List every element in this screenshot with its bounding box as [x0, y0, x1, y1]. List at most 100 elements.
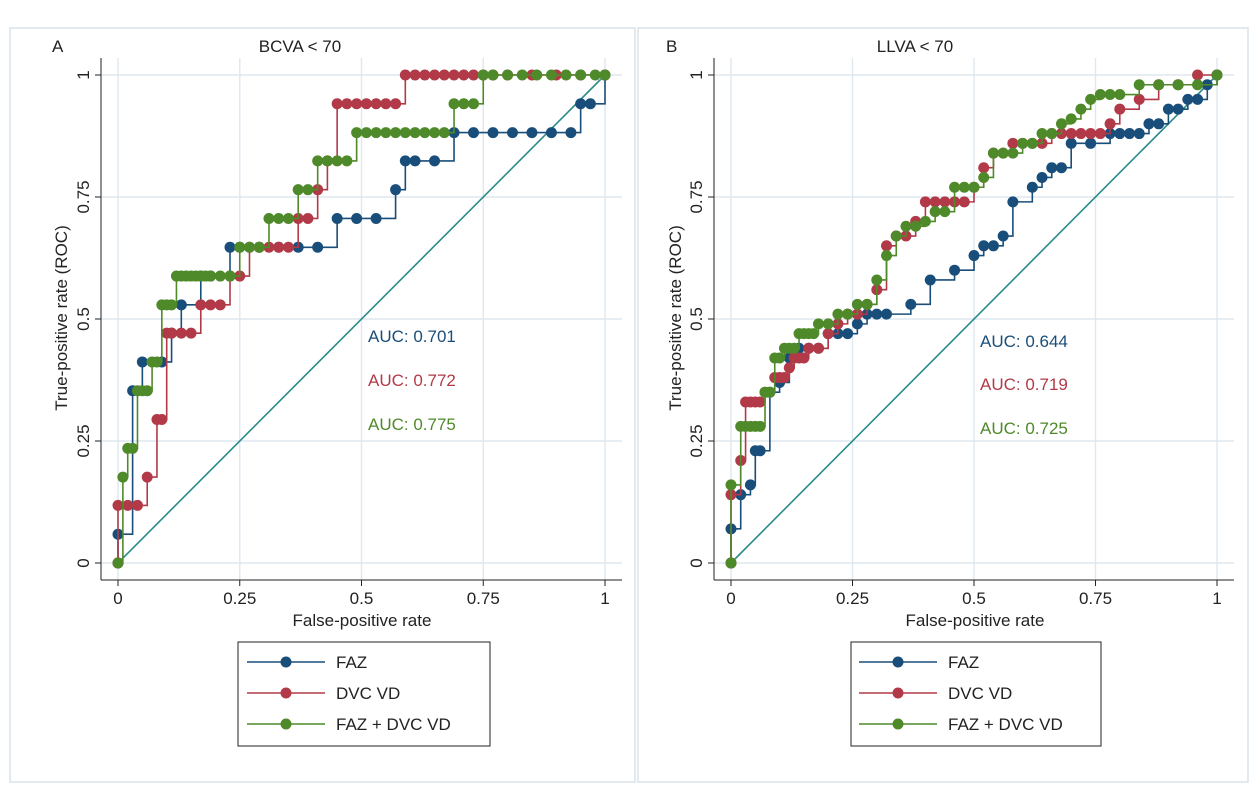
panel-b-faz-dvc-vd-point	[900, 220, 912, 232]
panel-b-x-tick-label: 0	[726, 589, 735, 608]
panel-b-legend-label-dvc-vd: DVC VD	[948, 684, 1012, 703]
panel-b-dvc-vd-point	[1075, 128, 1087, 140]
panel-a-faz-dvc-vd-point	[380, 127, 392, 139]
panel-a-faz-dvc-vd-point	[575, 69, 587, 81]
panel-b-dvc-vd-point	[798, 352, 810, 364]
panel-b-y-axis-label: True-positive rate (ROC)	[666, 225, 685, 410]
panel-a-faz-dvc-vd-point	[331, 155, 343, 167]
panel-a-dvc-vd-point	[302, 212, 314, 224]
panel-a-faz-dvc-vd-point	[429, 127, 441, 139]
panel-a-faz-point	[175, 299, 187, 311]
panel-a-dvc-vd-point	[351, 98, 363, 110]
panel-a-dvc-vd-point	[175, 327, 187, 339]
panel-a-dvc-vd-point	[360, 98, 372, 110]
panel-b-faz-point	[851, 318, 863, 330]
panel-a-faz-point	[429, 155, 441, 167]
panel-a-faz-dvc-vd-point	[458, 98, 470, 110]
panel-b-y-tick-label: 0.5	[687, 307, 706, 331]
panel-b-dvc-vd-point	[919, 196, 931, 208]
panel-b-x-axis-label: False-positive rate	[906, 611, 1045, 630]
panel-b-x-tick-label: 1	[1212, 589, 1221, 608]
panel-a-label: A	[52, 37, 64, 56]
panel-a-faz-point	[409, 155, 421, 167]
chart-panel-b: B LLVA < 70 0 0.25 0.5 0.75 1 0 0.25 0.5 0.75 1 A…	[637, 27, 1249, 783]
panel-b-faz-dvc-vd-point	[788, 342, 800, 354]
panel-b-legend-label-faz: FAZ	[948, 653, 979, 672]
panel-b-legend-marker-dvc-vd	[892, 687, 904, 699]
panel-b-dvc-vd-point	[1007, 137, 1019, 149]
panel-b-dvc-vd-point	[754, 396, 766, 408]
panel-b-faz-dvc-vd-point	[861, 298, 873, 310]
panel-b-dvc-vd-point	[929, 196, 941, 208]
panel-a-faz-dvc-vd-point	[531, 69, 543, 81]
panel-b-faz-point	[1046, 162, 1058, 174]
panel-b-dvc-vd-point	[1114, 103, 1126, 115]
panel-a-faz-dvc-vd-point	[599, 69, 611, 81]
panel-a-y-tick-label: 0	[74, 558, 93, 567]
panel-b-faz-dvc-vd-point	[1085, 93, 1097, 105]
panel-b-faz-dvc-vd-point	[890, 230, 902, 242]
panel-a-dvc-vd-point	[370, 98, 382, 110]
panel-b-faz-point	[1065, 137, 1077, 149]
panel-b-dvc-vd-point	[812, 342, 824, 354]
panel-a-faz-point	[399, 155, 411, 167]
panel-b-faz-point	[1162, 103, 1174, 115]
panel-a-faz-dvc-vd-point	[390, 127, 402, 139]
panel-a-dvc-vd-point	[112, 499, 124, 511]
panel-a-faz-dvc-vd-point	[468, 98, 480, 110]
panel-b-legend-marker-faz	[892, 656, 904, 668]
panel-a-auc-dvc-vd: AUC: 0.772	[368, 371, 456, 390]
panel-a-dvc-vd-point	[458, 69, 470, 81]
panel-b-faz-dvc-vd-point	[725, 557, 737, 569]
panel-a-dvc-vd-point	[122, 499, 134, 511]
panel-a-legend-label-faz: FAZ	[336, 653, 367, 672]
panel-a-dvc-vd-point	[399, 69, 411, 81]
panel-a-dvc-vd-point	[331, 98, 343, 110]
panel-b-auc-faz-dvc-vd: AUC: 0.725	[980, 419, 1068, 438]
panel-a-faz-point	[390, 184, 402, 196]
panel-a-faz-dvc-vd-point	[117, 471, 129, 483]
panel-a-faz-dvc-vd-point	[263, 212, 275, 224]
panel-a-dvc-vd-point	[166, 327, 178, 339]
panel-a-faz-dvc-vd-point	[253, 241, 265, 253]
panel-b-auc-faz: AUC: 0.644	[980, 332, 1068, 351]
panel-b-faz-point	[905, 298, 917, 310]
panel-b-dvc-vd-point	[939, 196, 951, 208]
panel-b-legend-label-faz-dvc-vd: FAZ + DVC VD	[948, 715, 1063, 734]
panel-b-faz-dvc-vd-point	[939, 206, 951, 218]
panel-a-faz-dvc-vd-point	[292, 184, 304, 196]
panel-b-title: LLVA < 70	[877, 37, 953, 56]
panel-b-dvc-vd-point	[958, 196, 970, 208]
panel-a-faz-dvc-vd-point	[502, 69, 514, 81]
panel-a-faz-point	[312, 241, 324, 253]
panel-b-y-tick-label: 1	[687, 70, 706, 79]
panel-a-faz-dvc-vd-point	[589, 69, 601, 81]
panel-b-faz-dvc-vd-point	[919, 215, 931, 227]
panel-a-faz-dvc-vd-point	[516, 69, 528, 81]
panel-a-faz-dvc-vd-point	[487, 69, 499, 81]
panel-b-faz-point	[1172, 103, 1184, 115]
panel-a-dvc-vd-point	[448, 69, 460, 81]
panel-b-dvc-vd-point	[978, 162, 990, 174]
panel-b-dvc-vd-point	[783, 362, 795, 374]
panel-b-faz-point	[968, 250, 980, 262]
panel-b-faz-dvc-vd-point	[1153, 79, 1165, 91]
panel-a-faz-dvc-vd-point	[141, 385, 153, 397]
panel-b-dvc-vd-point	[1085, 128, 1097, 140]
panel-a-x-tick-label: 0.75	[467, 589, 500, 608]
panel-b-faz-dvc-vd-point	[822, 318, 834, 330]
panel-b-faz-dvc-vd-point	[1172, 79, 1184, 91]
panel-a-dvc-vd-point	[185, 327, 197, 339]
panel-a-faz-dvc-vd-point	[360, 127, 372, 139]
panel-b-faz-point	[1143, 118, 1155, 130]
panel-b-faz-point	[1036, 171, 1048, 183]
panel-a-legend-label-faz-dvc-vd: FAZ + DVC VD	[336, 715, 451, 734]
panel-b-x-tick-label: 0.75	[1079, 589, 1112, 608]
panel-a-dvc-vd-point	[468, 69, 480, 81]
panel-b-faz-point	[1007, 196, 1019, 208]
panel-b-faz-point	[1133, 128, 1145, 140]
panel-b-faz-point	[1055, 162, 1067, 174]
panel-a-faz-dvc-vd-point	[341, 155, 353, 167]
panel-b-faz-point	[842, 328, 854, 340]
panel-b-faz-dvc-vd-point	[1055, 118, 1067, 130]
